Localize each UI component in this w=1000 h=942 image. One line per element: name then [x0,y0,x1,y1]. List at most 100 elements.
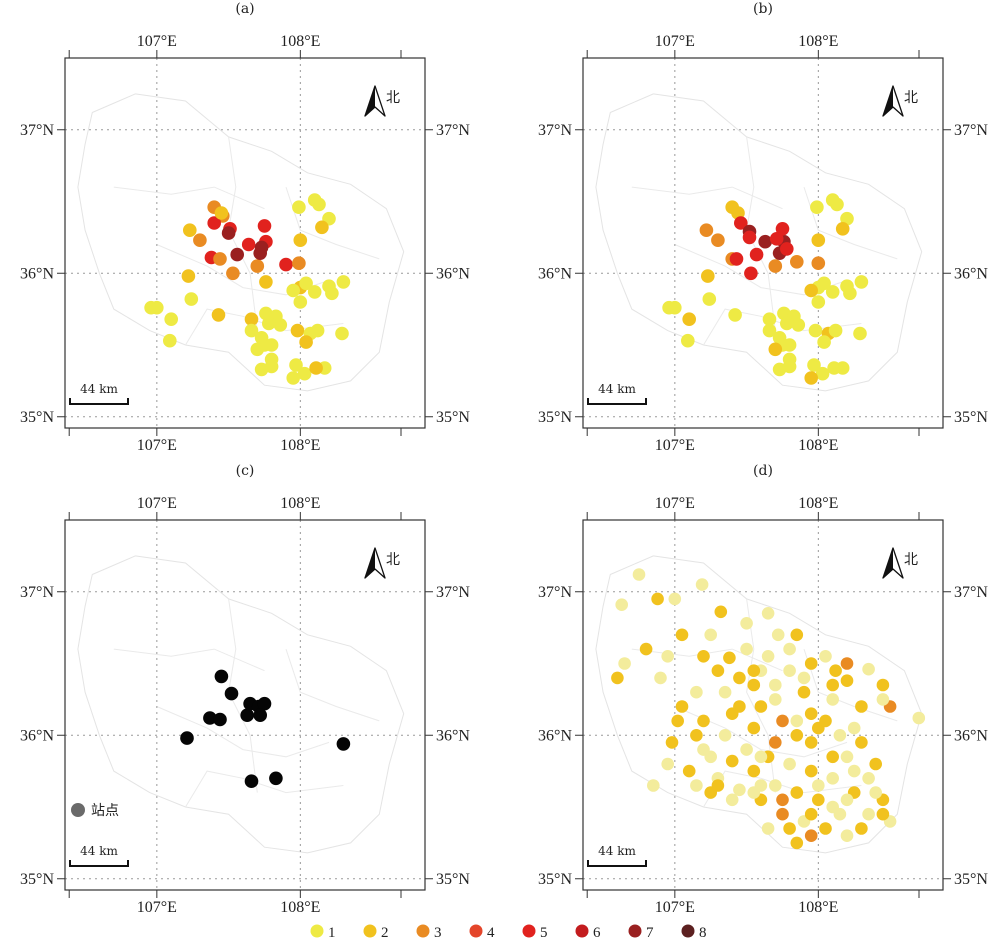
latitude-tick-label: 37°N [20,122,54,139]
station-dot [775,222,790,236]
station-dot [250,342,265,357]
station-dot [769,678,782,692]
latitude-tick-label: 36°N [954,727,988,744]
station-dot [783,822,796,835]
station-dot [682,764,696,778]
county-border [113,186,265,210]
station-dot [257,219,272,233]
station-dot [876,807,890,821]
station-dot [807,358,821,372]
latitude-tick-label: 37°N [20,584,54,601]
station-dot [847,764,861,778]
station-dot [747,721,761,735]
station-dot [315,220,329,235]
station-dot [790,786,804,799]
station-dot [711,233,725,247]
station-dot [740,617,753,630]
station-dot [776,714,789,728]
station-dot [790,255,804,269]
scale-label: 44 km [80,382,118,396]
county-border [156,706,330,758]
station-dot [647,779,660,792]
station-dot [847,721,861,735]
region-outline [595,93,923,392]
station-dot [771,628,785,642]
legend-label: 1 [328,925,336,941]
station-dot [690,685,703,699]
county-border [631,186,783,210]
station-dot [912,711,926,725]
county-border [185,770,344,808]
county-border [285,648,380,722]
station-dot [768,342,783,357]
map-panel-3: (c) 107°E 107°E 108°E 108°E 37°N 37°N 36°N 36°N 3… [20,463,470,916]
station-dot [611,671,624,685]
station-dot [299,335,313,349]
longitude-tick-label: 108°E [798,33,838,50]
station-dot [840,674,854,687]
station-dot [855,736,868,749]
station-dot [279,257,293,272]
map-frame [582,519,944,891]
station-dot [286,283,300,298]
station-dot [769,779,782,792]
station-dot [840,750,854,764]
legend-swatch [363,924,377,938]
station-dot [747,678,761,692]
station-dot [855,822,868,835]
region-boundaries [77,555,405,854]
station-dot [869,786,882,799]
scale-bar: 44 km [69,382,129,405]
station-dot [761,650,775,663]
station-dot [754,700,768,713]
station-dot [240,708,254,722]
station-dot [718,685,732,699]
station-dot [244,774,259,788]
station-dot [747,664,761,677]
station-dot [862,662,875,676]
station-dot [257,696,272,711]
station-dot [744,266,758,281]
station-dot [815,366,830,381]
station-dot [183,223,197,237]
legend-swatch [416,924,430,938]
station-dot [826,678,839,692]
station-dot [812,793,825,807]
station-dot [804,283,818,298]
station-dot [211,308,226,322]
station-dot [826,772,839,785]
station-dot [758,234,772,249]
station-dot [299,276,313,291]
longitude-tick-label: 108°E [280,33,320,50]
longitude-tick-label: 107°E [137,899,177,916]
station-label: 站点 [91,803,119,819]
station-dot [808,323,823,338]
station-dot [843,286,857,301]
station-dot [293,233,308,247]
longitude-tick-label: 107°E [655,33,695,50]
station-dot [264,338,279,352]
station-dot [632,568,646,581]
dot-layer [144,193,351,385]
panel-label: (d) [753,463,773,479]
north-arrow: 北 [364,547,400,579]
station-dot [714,605,728,619]
region-outline [77,555,405,854]
station-dot [804,764,818,778]
station-dot [855,700,868,713]
dot-layer [662,193,869,385]
station-dot [747,764,761,778]
scale-bar-line [587,398,647,405]
north-label: 北 [904,552,918,568]
station-dot [768,259,783,273]
map-panel-2: (b) 107°E 107°E 108°E 108°E 37°N 37°N 36°N 36°N 3… [538,1,988,454]
county-border [703,308,862,346]
map-frame [582,57,944,429]
dot-layer [611,568,926,850]
station-dot [661,757,674,771]
region-outline [595,555,923,854]
station-dot [163,333,177,348]
north-arrow-shade [365,86,375,116]
station-dot [769,232,784,246]
legend-swatch [628,924,642,938]
